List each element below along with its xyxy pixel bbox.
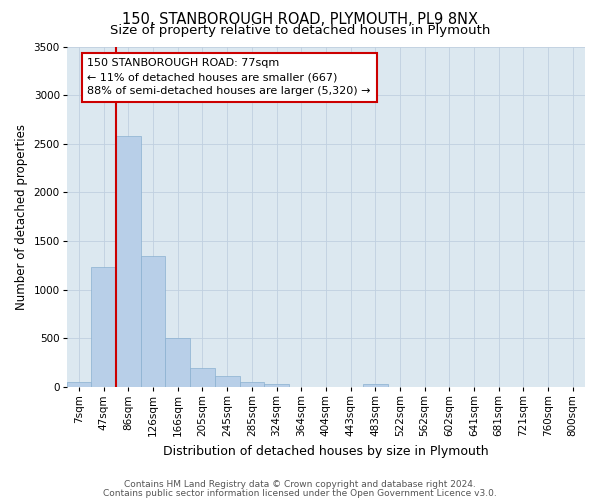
Y-axis label: Number of detached properties: Number of detached properties [15, 124, 28, 310]
Bar [116, 136, 141, 387]
Text: Size of property relative to detached houses in Plymouth: Size of property relative to detached ho… [110, 24, 490, 37]
Bar [264, 384, 289, 387]
X-axis label: Distribution of detached houses by size in Plymouth: Distribution of detached houses by size … [163, 444, 488, 458]
Bar [91, 268, 116, 387]
Bar [67, 382, 91, 387]
Text: 150, STANBOROUGH ROAD, PLYMOUTH, PL9 8NX: 150, STANBOROUGH ROAD, PLYMOUTH, PL9 8NX [122, 12, 478, 28]
Bar [215, 376, 239, 387]
Bar [363, 384, 388, 387]
Bar [239, 382, 264, 387]
Text: Contains public sector information licensed under the Open Government Licence v3: Contains public sector information licen… [103, 488, 497, 498]
Bar [141, 256, 166, 387]
Text: Contains HM Land Registry data © Crown copyright and database right 2024.: Contains HM Land Registry data © Crown c… [124, 480, 476, 489]
Bar [190, 368, 215, 387]
Bar [166, 338, 190, 387]
Text: 150 STANBOROUGH ROAD: 77sqm
← 11% of detached houses are smaller (667)
88% of se: 150 STANBOROUGH ROAD: 77sqm ← 11% of det… [88, 58, 371, 96]
